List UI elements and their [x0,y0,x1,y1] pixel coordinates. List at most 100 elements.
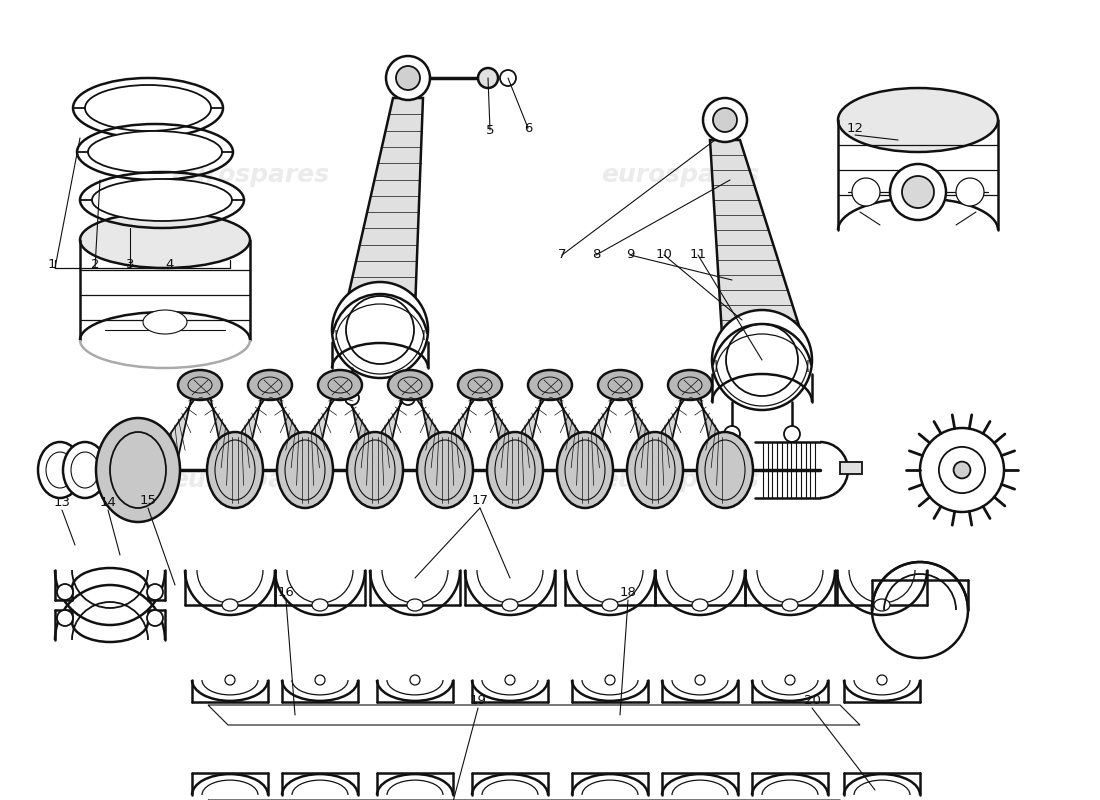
Ellipse shape [692,599,708,611]
Text: 17: 17 [472,494,488,506]
Text: 20: 20 [804,694,821,706]
Ellipse shape [502,599,518,611]
Ellipse shape [838,88,998,152]
Ellipse shape [85,85,211,131]
Polygon shape [448,380,488,503]
Ellipse shape [147,610,163,626]
Ellipse shape [386,56,430,100]
Polygon shape [238,380,278,503]
Ellipse shape [713,108,737,132]
Ellipse shape [458,370,502,400]
Ellipse shape [277,432,333,508]
Ellipse shape [332,282,428,378]
Ellipse shape [39,442,82,498]
Ellipse shape [315,675,324,685]
Ellipse shape [346,432,403,508]
Ellipse shape [920,428,1004,512]
Ellipse shape [143,310,187,334]
Ellipse shape [122,432,178,508]
Ellipse shape [598,370,642,400]
Ellipse shape [222,599,238,611]
Text: 1: 1 [47,258,56,271]
Ellipse shape [147,584,163,600]
Ellipse shape [890,164,946,220]
Text: 7: 7 [558,249,566,262]
Polygon shape [474,380,512,503]
Ellipse shape [852,178,880,206]
Ellipse shape [207,432,263,508]
Text: eurospares: eurospares [601,163,759,187]
Ellipse shape [697,432,754,508]
Ellipse shape [605,675,615,685]
Polygon shape [345,98,424,310]
Ellipse shape [956,178,984,206]
Text: 6: 6 [524,122,532,134]
Ellipse shape [417,432,473,508]
Text: 13: 13 [54,495,70,509]
Ellipse shape [528,370,572,400]
Text: 3: 3 [125,258,134,271]
Text: eurospares: eurospares [170,468,329,492]
Ellipse shape [505,675,515,685]
Ellipse shape [602,599,618,611]
Polygon shape [518,380,558,503]
Text: 8: 8 [592,249,601,262]
Polygon shape [684,380,722,503]
Polygon shape [658,380,698,503]
Ellipse shape [557,432,613,508]
Text: 14: 14 [100,495,117,509]
Ellipse shape [178,370,222,400]
Polygon shape [194,380,232,503]
Ellipse shape [784,426,800,442]
Ellipse shape [88,131,222,173]
Ellipse shape [318,370,362,400]
Ellipse shape [312,599,328,611]
Text: 10: 10 [656,249,672,262]
Ellipse shape [226,675,235,685]
Text: eurospares: eurospares [601,468,759,492]
Text: 5: 5 [486,123,494,137]
Ellipse shape [487,432,543,508]
Ellipse shape [96,418,180,522]
Ellipse shape [57,610,73,626]
Polygon shape [378,380,418,503]
Ellipse shape [80,212,250,268]
Bar [840,462,862,474]
Ellipse shape [785,675,795,685]
Text: 2: 2 [90,258,99,271]
Ellipse shape [410,675,420,685]
Text: 9: 9 [626,249,635,262]
Ellipse shape [388,370,432,400]
Ellipse shape [92,179,232,221]
Ellipse shape [668,370,712,400]
Polygon shape [404,380,442,503]
Text: 16: 16 [277,586,295,598]
Text: 19: 19 [470,694,486,706]
Polygon shape [334,380,372,503]
Polygon shape [168,380,208,503]
Ellipse shape [63,442,107,498]
Polygon shape [614,380,652,503]
Ellipse shape [695,675,705,685]
Ellipse shape [627,432,683,508]
Text: eurospares: eurospares [170,163,329,187]
Text: 15: 15 [140,494,156,506]
Polygon shape [710,140,802,335]
Ellipse shape [874,599,890,611]
Text: 11: 11 [690,249,706,262]
Polygon shape [588,380,628,503]
Polygon shape [544,380,582,503]
Ellipse shape [248,370,292,400]
Ellipse shape [703,98,747,142]
Text: 4: 4 [166,258,174,271]
Ellipse shape [877,675,887,685]
Text: 18: 18 [619,586,637,598]
Ellipse shape [396,66,420,90]
Ellipse shape [57,584,73,600]
Ellipse shape [902,176,934,208]
Ellipse shape [402,391,415,405]
Ellipse shape [954,462,970,478]
Polygon shape [308,380,348,503]
Ellipse shape [407,599,424,611]
Ellipse shape [345,391,359,405]
